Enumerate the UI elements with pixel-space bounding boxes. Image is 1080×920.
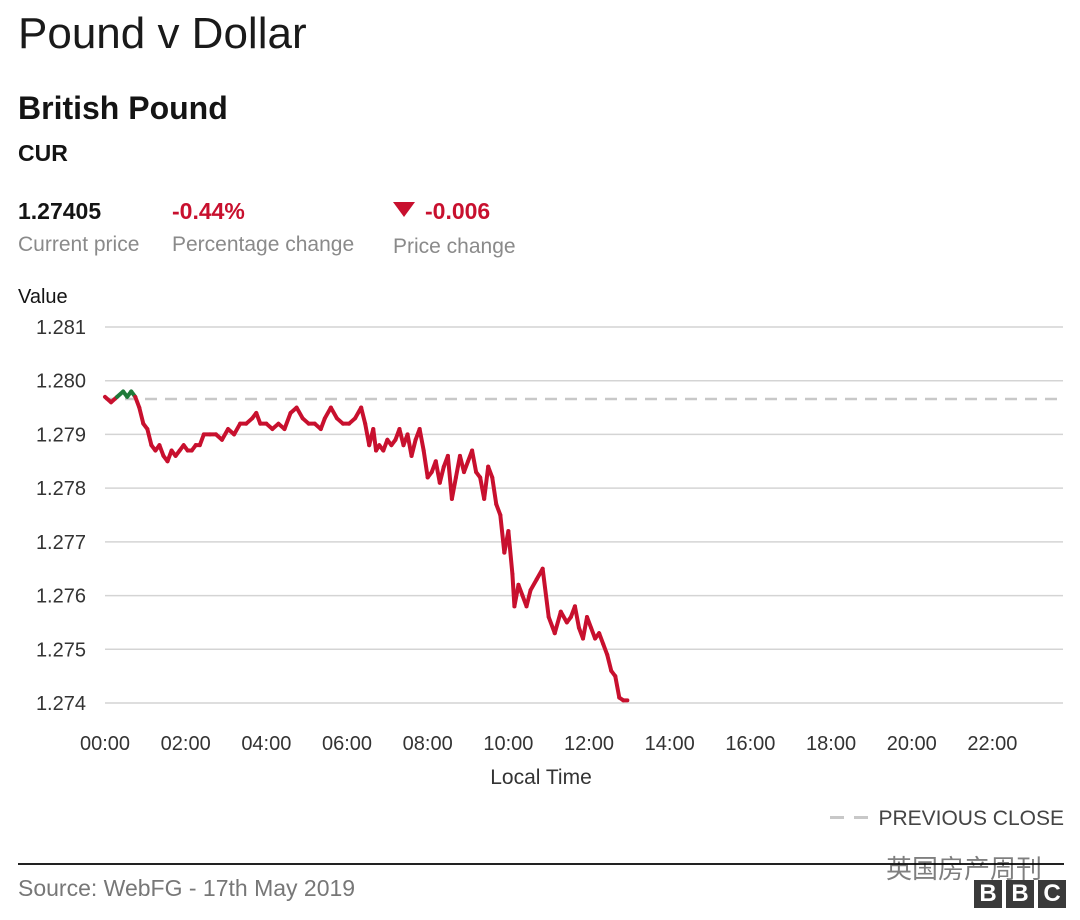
series-segment: [417, 427, 426, 453]
x-tick-label: 14:00: [645, 733, 695, 755]
footer-divider: [18, 863, 1064, 865]
series-segment: [294, 405, 305, 421]
series-segment: [528, 577, 539, 593]
legend-previous-close: PREVIOUS CLOSE: [830, 805, 1064, 833]
series-segment: [506, 529, 515, 577]
watermark: 英国房产周刊: [885, 854, 1042, 884]
dash-line-icon: [830, 816, 845, 819]
series-segment: [449, 475, 458, 501]
series-segment: [371, 427, 379, 453]
series-segment: [613, 674, 622, 700]
bbc-logo-letter: B: [974, 880, 1002, 908]
series-segment: [282, 410, 293, 432]
x-tick-label: 08:00: [403, 733, 453, 755]
price-change-group: -0.006: [393, 197, 490, 225]
series-segment: [137, 405, 146, 426]
series-segment: [524, 588, 533, 609]
series-segment: [219, 427, 231, 442]
series-segment: [470, 448, 479, 475]
y-tick-label: 1.280: [36, 371, 86, 393]
bbc-logo-letter: B: [1006, 880, 1034, 908]
series-segment: [409, 437, 418, 458]
x-tick-label: 22:00: [967, 733, 1017, 755]
x-tick-label: 00:00: [80, 733, 130, 755]
y-tick-label: 1.275: [36, 639, 86, 661]
series-segment: [437, 464, 446, 485]
series-segment: [490, 475, 499, 507]
y-tick-label: 1.279: [36, 424, 86, 446]
x-axis-label: Local Time: [490, 766, 592, 789]
series-segment: [359, 405, 368, 426]
series-segment: [145, 427, 154, 448]
price-change-label: Price change: [393, 235, 516, 258]
series-segment: [421, 448, 430, 480]
instrument-code: CUR: [18, 140, 68, 166]
series-segment: [232, 421, 243, 437]
price-change-value: -0.006: [425, 198, 491, 224]
page-title: Pound v Dollar: [18, 9, 307, 58]
x-tick-label: 18:00: [806, 733, 856, 755]
y-tick-label: 1.277: [36, 532, 86, 554]
current-price-value: 1.27405: [18, 198, 102, 224]
y-axis-label: Value: [18, 286, 68, 308]
down-arrow-icon: [393, 202, 415, 217]
series-segment: [552, 609, 563, 636]
source-note: Source: WebFG - 17th May 2019: [18, 875, 356, 901]
percent-change-label: Percentage change: [172, 233, 355, 256]
series-segment: [540, 566, 551, 620]
x-tick-label: 02:00: [161, 733, 211, 755]
price-chart: 1.281 1.280 1.279 1.278 1.277 1.276 1.275 1.274…: [36, 317, 1063, 789]
x-tick-label: 16:00: [725, 733, 775, 755]
legend-previous-close-label: PREVIOUS CLOSE: [878, 807, 1064, 830]
dash-line-icon: [854, 816, 869, 819]
x-tick-label: 06:00: [322, 733, 372, 755]
y-tick-label: 1.274: [36, 693, 86, 715]
x-tick-label: 20:00: [887, 733, 937, 755]
series-segment: [572, 604, 581, 630]
y-tick-label: 1.278: [36, 478, 86, 500]
instrument-name: British Pound: [18, 90, 228, 126]
series-segment: [328, 405, 339, 421]
bbc-logo-letter: C: [1038, 880, 1066, 908]
y-tick-label: 1.276: [36, 586, 86, 608]
x-tick-label: 12:00: [564, 733, 614, 755]
series-segment: [482, 464, 491, 501]
x-tick-label: 10:00: [483, 733, 533, 755]
current-price-label: Current price: [18, 233, 140, 256]
x-tick-label: 04:00: [241, 733, 291, 755]
y-tick-label: 1.281: [36, 317, 86, 339]
percent-change-value: -0.44%: [172, 198, 245, 224]
series-segment: [605, 652, 614, 673]
